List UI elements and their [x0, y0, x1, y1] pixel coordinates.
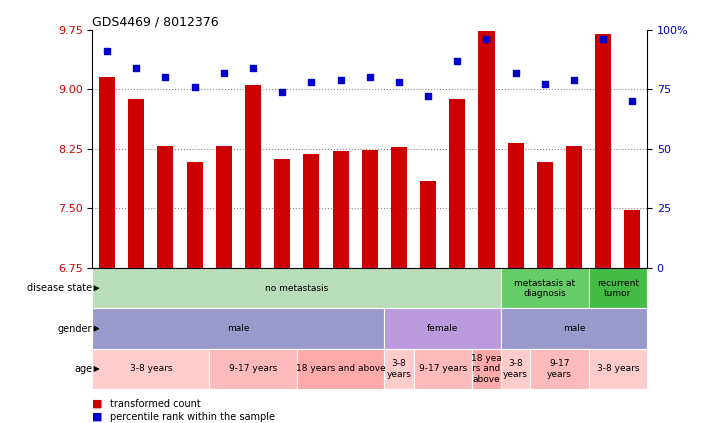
Bar — [479, 31, 494, 268]
Bar — [92, 308, 385, 349]
Text: disease state: disease state — [27, 283, 92, 293]
Point — [306, 79, 317, 85]
Bar — [209, 349, 296, 389]
Text: 3-8
years: 3-8 years — [387, 359, 412, 379]
Text: 3-8
years: 3-8 years — [503, 359, 528, 379]
Point — [102, 48, 113, 55]
Point — [597, 36, 609, 43]
Bar — [472, 349, 501, 389]
Point — [451, 57, 463, 64]
Point — [626, 98, 638, 104]
Bar — [215, 146, 232, 268]
Text: male: male — [563, 324, 585, 333]
Text: 9-17 years: 9-17 years — [229, 365, 277, 374]
Point — [131, 64, 142, 71]
Bar — [157, 146, 173, 268]
Bar — [530, 349, 589, 389]
Bar — [186, 162, 203, 268]
Bar — [420, 181, 436, 268]
Bar — [501, 308, 647, 349]
Point — [510, 69, 521, 76]
Text: gender: gender — [58, 324, 92, 334]
Bar — [589, 349, 647, 389]
Point — [247, 64, 259, 71]
Text: metastasis at
diagnosis: metastasis at diagnosis — [514, 279, 575, 298]
Text: recurrent
tumor: recurrent tumor — [597, 279, 638, 298]
Bar — [414, 349, 472, 389]
Bar — [99, 77, 115, 268]
Point — [568, 76, 579, 83]
Bar — [589, 268, 647, 308]
Bar — [362, 150, 378, 268]
Bar — [624, 210, 641, 268]
Bar — [333, 151, 348, 268]
Text: 3-8 years: 3-8 years — [597, 365, 639, 374]
Text: ■: ■ — [92, 412, 103, 422]
Point — [335, 76, 346, 83]
Bar — [92, 268, 501, 308]
Point — [393, 79, 405, 85]
Text: 18 years and above: 18 years and above — [296, 365, 385, 374]
Text: percentile rank within the sample: percentile rank within the sample — [110, 412, 275, 422]
Bar — [92, 349, 209, 389]
Bar — [385, 308, 501, 349]
Point — [364, 74, 375, 81]
Bar — [566, 146, 582, 268]
Text: 9-17
years: 9-17 years — [547, 359, 572, 379]
Text: ■: ■ — [92, 399, 103, 409]
Point — [218, 69, 230, 76]
Bar — [128, 99, 144, 268]
Bar — [501, 349, 530, 389]
Text: male: male — [227, 324, 250, 333]
Bar — [501, 268, 589, 308]
Bar — [385, 349, 414, 389]
Text: 18 yea
rs and
above: 18 yea rs and above — [471, 354, 502, 384]
Bar — [296, 349, 385, 389]
Bar — [304, 154, 319, 268]
Bar — [449, 99, 465, 268]
Point — [160, 74, 171, 81]
Point — [189, 83, 201, 90]
Text: 9-17 years: 9-17 years — [419, 365, 467, 374]
Point — [277, 88, 288, 95]
Point — [422, 93, 434, 100]
Bar — [274, 159, 290, 268]
Bar — [245, 85, 261, 268]
Text: no metastasis: no metastasis — [265, 284, 328, 293]
Bar — [508, 143, 524, 268]
Point — [539, 81, 550, 88]
Bar — [595, 33, 611, 268]
Bar — [391, 147, 407, 268]
Text: age: age — [75, 364, 92, 374]
Bar — [537, 162, 553, 268]
Text: GDS4469 / 8012376: GDS4469 / 8012376 — [92, 16, 219, 28]
Text: transformed count: transformed count — [110, 399, 201, 409]
Text: female: female — [427, 324, 459, 333]
Point — [481, 36, 492, 43]
Text: 3-8 years: 3-8 years — [129, 365, 172, 374]
